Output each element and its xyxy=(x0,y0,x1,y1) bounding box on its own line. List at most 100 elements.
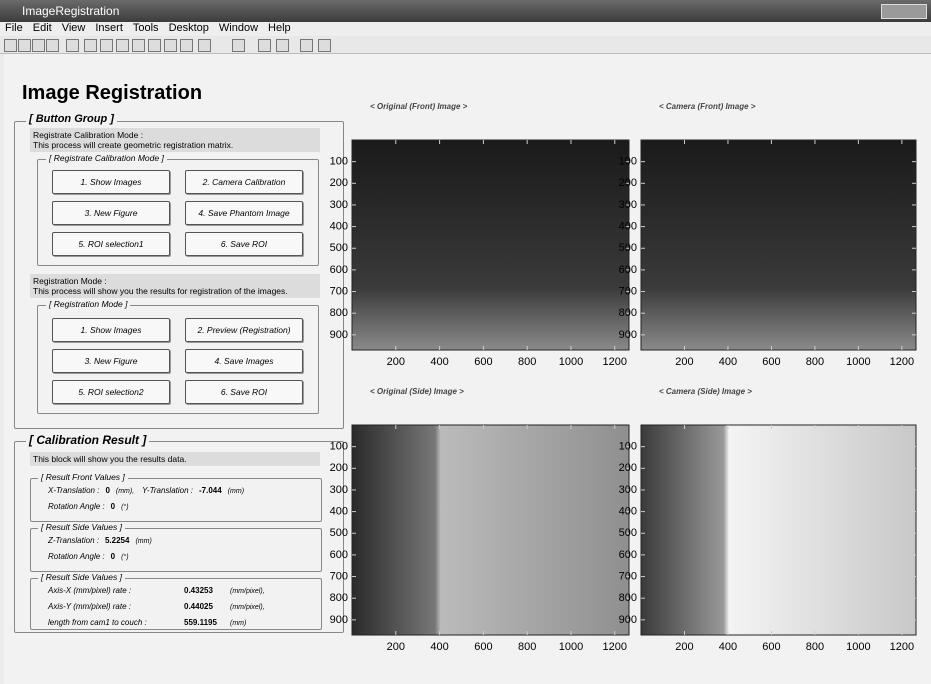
button[interactable]: 4. Save Phantom Image xyxy=(185,201,303,225)
y-tick-label: 100 xyxy=(330,156,348,168)
button[interactable]: 6. Save ROI xyxy=(185,380,303,404)
result-label: Axis-Y (mm/pixel) rate : xyxy=(48,602,178,611)
result-value: 0 xyxy=(111,552,115,561)
result-unit: (mm/pixel), xyxy=(230,604,265,611)
y-tick-label: 200 xyxy=(330,462,348,474)
y-tick-label: 400 xyxy=(619,221,637,233)
result-value: 0 xyxy=(111,502,115,511)
result-label: Y-Translation : xyxy=(142,486,193,495)
y-tick-label: 700 xyxy=(619,285,637,297)
result-value: 0 xyxy=(105,486,109,495)
result-label: Z-Translation : xyxy=(48,536,99,545)
result-row: Rotation Angle : 0 (°) xyxy=(48,502,137,511)
result-row: Rotation Angle : 0 (°) xyxy=(48,552,137,561)
result-row: Axis-X (mm/pixel) rate : 0.43253 (mm/pixel… xyxy=(48,586,273,595)
y-tick-label: 900 xyxy=(330,329,348,341)
button[interactable]: 6. Save ROI xyxy=(185,232,303,256)
y-tick-label: 600 xyxy=(330,264,348,276)
y-tick-label: 100 xyxy=(619,441,637,453)
result-row: Z-Translation :5.2254(mm) xyxy=(48,536,160,545)
result-label: Rotation Angle : xyxy=(48,502,105,511)
image xyxy=(352,425,629,635)
result-unit: (mm/pixel), xyxy=(230,588,265,595)
x-tick-label: 200 xyxy=(675,641,693,653)
axes-title: < Original (Front) Image > xyxy=(370,102,468,111)
result-label: X-Translation : xyxy=(48,486,99,495)
x-tick-label: 1200 xyxy=(890,356,914,368)
image xyxy=(352,140,629,350)
y-tick-label: 300 xyxy=(330,484,348,496)
x-tick-label: 200 xyxy=(675,356,693,368)
button[interactable]: 2. Camera Calibration xyxy=(185,170,303,194)
x-tick-label: 200 xyxy=(387,356,405,368)
x-tick-label: 600 xyxy=(762,356,780,368)
result-label: Axis-X (mm/pixel) rate : xyxy=(48,586,178,595)
result-unit: (°) xyxy=(121,504,128,511)
y-tick-label: 500 xyxy=(330,527,348,539)
x-tick-label: 1000 xyxy=(559,356,583,368)
y-tick-label: 500 xyxy=(330,242,348,254)
button[interactable]: 3. New Figure xyxy=(52,349,170,373)
y-tick-label: 400 xyxy=(330,221,348,233)
x-tick-label: 600 xyxy=(474,641,492,653)
result-unit: (mm), xyxy=(116,488,134,495)
y-tick-label: 500 xyxy=(619,527,637,539)
result-label: Rotation Angle : xyxy=(48,552,105,561)
image xyxy=(641,140,916,350)
panel-title: [ Result Side Values ] xyxy=(38,522,125,532)
y-tick-label: 100 xyxy=(619,156,637,168)
x-tick-label: 600 xyxy=(762,641,780,653)
y-tick-label: 800 xyxy=(330,307,348,319)
axes-title: < Original (Side) Image > xyxy=(370,387,464,396)
button[interactable]: 3. New Figure xyxy=(52,201,170,225)
y-tick-label: 600 xyxy=(619,264,637,276)
y-tick-label: 300 xyxy=(619,484,637,496)
button[interactable]: 2. Preview (Registration) xyxy=(185,318,303,342)
x-tick-label: 800 xyxy=(806,356,824,368)
y-tick-label: 600 xyxy=(330,549,348,561)
y-tick-label: 700 xyxy=(330,570,348,582)
panel-title: [ Result Front Values ] xyxy=(38,472,128,482)
y-tick-label: 400 xyxy=(330,506,348,518)
result-value: 5.2254 xyxy=(105,536,129,545)
x-tick-label: 800 xyxy=(806,641,824,653)
x-tick-label: 600 xyxy=(474,356,492,368)
result-value: 0.43253 xyxy=(184,586,224,595)
result-unit: (mm) xyxy=(230,620,246,627)
x-tick-label: 200 xyxy=(387,641,405,653)
button[interactable]: 1. Show Images xyxy=(52,170,170,194)
y-tick-label: 900 xyxy=(619,329,637,341)
image xyxy=(641,425,916,635)
result-label: length from cam1 to couch : xyxy=(48,618,178,627)
x-tick-label: 800 xyxy=(518,641,536,653)
result-row: length from cam1 to couch :559.1195(mm) xyxy=(48,618,254,627)
y-tick-label: 800 xyxy=(619,592,637,604)
y-tick-label: 200 xyxy=(619,177,637,189)
x-tick-label: 1000 xyxy=(559,641,583,653)
result-row: X-Translation :0(mm),Y-Translation :-7.0… xyxy=(48,486,252,495)
y-tick-label: 300 xyxy=(330,199,348,211)
x-tick-label: 800 xyxy=(518,356,536,368)
y-tick-label: 700 xyxy=(330,285,348,297)
result-unit: (°) xyxy=(121,554,128,561)
y-tick-label: 800 xyxy=(619,307,637,319)
axes-area: < Original (Front) Image > 100 200 300 400 50… xyxy=(0,0,931,684)
x-tick-label: 400 xyxy=(430,641,448,653)
y-tick-label: 200 xyxy=(330,177,348,189)
button[interactable]: 5. ROI selection1 xyxy=(52,232,170,256)
x-tick-label: 1200 xyxy=(603,356,627,368)
y-tick-label: 200 xyxy=(619,462,637,474)
x-tick-label: 1200 xyxy=(603,641,627,653)
y-tick-label: 400 xyxy=(619,506,637,518)
x-tick-label: 400 xyxy=(719,356,737,368)
y-tick-label: 800 xyxy=(330,592,348,604)
x-tick-label: 1000 xyxy=(846,356,870,368)
button[interactable]: 5. ROI selection2 xyxy=(52,380,170,404)
button[interactable]: 1. Show Images xyxy=(52,318,170,342)
button[interactable]: 4. Save Images xyxy=(185,349,303,373)
result-row: Axis-Y (mm/pixel) rate :0.44025(mm/pixel… xyxy=(48,602,273,611)
result-unit: (mm) xyxy=(228,488,244,495)
x-tick-label: 1200 xyxy=(890,641,914,653)
x-tick-label: 400 xyxy=(430,356,448,368)
y-tick-label: 700 xyxy=(619,570,637,582)
